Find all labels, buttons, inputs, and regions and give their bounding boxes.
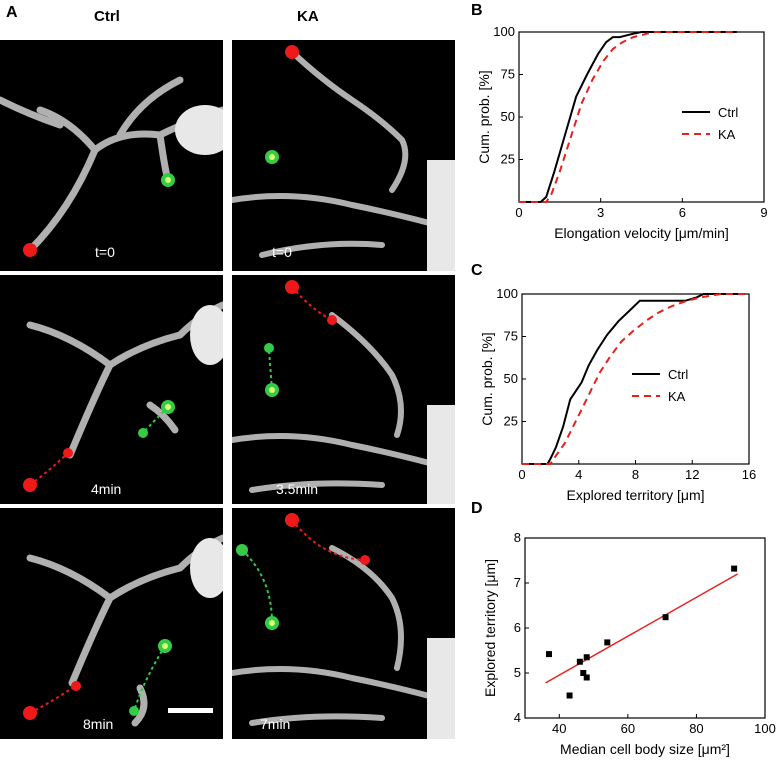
y-tick-label: 75 [504,329,518,344]
micro-ka-t0: t=0 [232,40,455,271]
y-tick-label: 7 [514,575,521,590]
micro-ka-7min-image [232,513,455,739]
series-line-ka [519,31,737,203]
y-tick-label: 6 [514,620,521,635]
x-axis-label: Median cell body size [μm²] [560,741,730,757]
micro-ctrl-8min-image [23,534,223,727]
scatter-point [546,651,552,658]
chart-d: 40 60 80 100 4 5 6 7 8 Median cell body size [μm²… [482,530,776,757]
x-tick-label: 0 [515,205,522,220]
x-tick-label: 0 [518,467,525,482]
scatter-point [731,565,738,572]
chart-b: 0 3 6 9 25 50 75 100 Elongation velocity [μm/min… [476,24,768,241]
x-tick-label: 16 [742,467,756,482]
scatter-point [662,614,669,621]
micro-ka-35min-image [232,280,455,504]
micro-ka-35min: 3.5min [232,275,455,504]
plot-frame [524,537,766,719]
legend-label-ka: KA [718,127,736,142]
x-tick-label: 8 [632,467,639,482]
y-tick-label: 50 [504,371,518,386]
chart-c: 0 4 8 12 16 25 50 75 100 Explored territory [μm] C… [479,286,756,503]
x-axis-label: Elongation velocity [μm/min] [554,225,729,241]
x-tick-label: 3 [597,205,604,220]
series-line-ctrl [522,293,745,465]
x-tick-label: 60 [621,721,635,736]
time-label: 4min [91,481,122,497]
scatter-point [583,654,590,661]
y-tick-label: 25 [504,414,518,429]
y-tick-label: 5 [514,665,521,680]
y-axis-label: Cum. prob. [%] [476,70,492,163]
micro-ka-7min: 7min [232,508,455,739]
x-tick-label: 4 [575,467,582,482]
y-tick-label: 75 [501,67,515,82]
x-tick-label: 6 [679,205,686,220]
panel-letter-b: B [471,2,483,19]
series-line-ka [522,293,745,465]
time-label: 3.5min [276,481,319,497]
scatter-point [583,674,590,681]
x-axis-label: Explored territory [μm] [567,487,705,503]
y-tick-label: 4 [514,710,521,725]
series-line-ctrl [519,31,737,203]
scatter-point [604,639,611,646]
legend-label-ka: KA [668,389,686,404]
y-tick-label: 100 [493,24,515,39]
x-tick-label: 40 [552,721,566,736]
x-tick-label: 100 [754,721,776,736]
x-tick-label: 9 [760,205,767,220]
legend-label-ctrl: Ctrl [718,105,738,120]
micro-ctrl-t0-image [0,76,223,257]
y-tick-label: 25 [501,152,515,167]
fit-line [545,573,738,684]
y-tick-label: 50 [501,109,515,124]
time-label: t=0 [95,244,115,260]
scale-bar [168,708,213,713]
time-label: 8min [83,716,114,732]
time-label: t=0 [272,244,292,260]
column-title-ctrl: Ctrl [94,8,120,25]
legend-label-ctrl: Ctrl [668,367,688,382]
column-title-ka: KA [297,8,319,25]
micro-ctrl-4min: 4min [0,275,223,504]
x-tick-label: 80 [689,721,703,736]
panel-letter-d: D [471,500,483,517]
plot-frame [521,293,750,465]
micro-ctrl-t0: t=0 [0,40,223,271]
y-axis-label: Cum. prob. [%] [479,332,495,425]
y-tick-label: 100 [496,286,518,301]
scatter-point [576,658,583,665]
micro-ctrl-4min-image [23,301,223,492]
panel-letter-a: A [6,4,18,21]
scatter-point [566,692,573,699]
time-label: 7min [260,716,291,732]
micro-ctrl-8min: 8min [0,508,223,739]
micro-ka-t0-image [232,45,455,271]
panel-letter-c: C [471,262,483,279]
y-axis-label: Explored territory [μm] [482,559,498,697]
x-tick-label: 12 [685,467,699,482]
scatter-point [580,670,587,676]
y-tick-label: 8 [514,530,521,545]
